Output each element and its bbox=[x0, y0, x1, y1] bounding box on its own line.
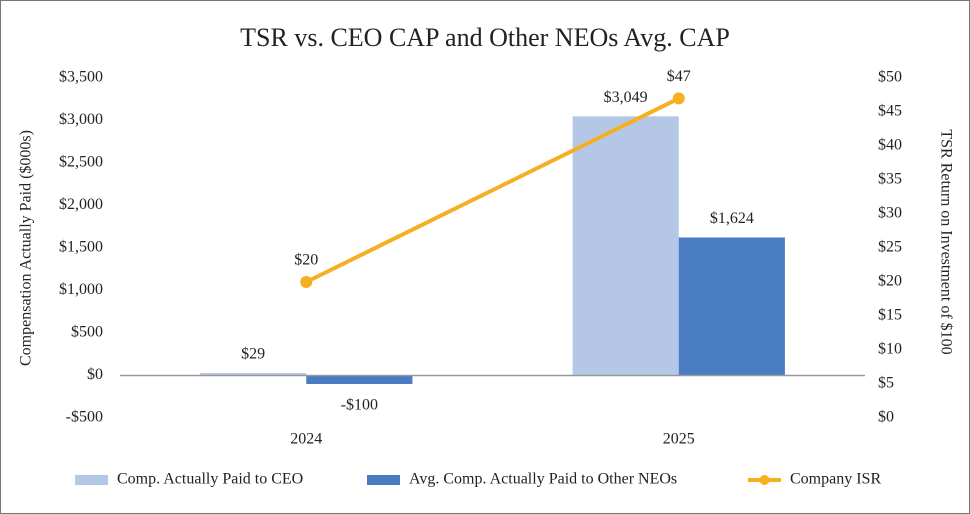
y2-tick-label: $50 bbox=[878, 69, 902, 86]
y-tick-label: $1,000 bbox=[59, 281, 103, 298]
line-point bbox=[300, 276, 313, 288]
legend-label: Comp. Actually Paid to CEO bbox=[117, 471, 303, 488]
x-tick-label: 2024 bbox=[290, 431, 322, 448]
chart-title: TSR vs. CEO CAP and Other NEOs Avg. CAP bbox=[240, 23, 730, 52]
y2-tick-label: $10 bbox=[878, 341, 902, 358]
y2-tick-label: $40 bbox=[878, 137, 902, 154]
bar-value-label: $3,049 bbox=[604, 89, 648, 106]
y-tick-label: $500 bbox=[71, 324, 103, 341]
bar bbox=[306, 375, 413, 384]
bar bbox=[678, 237, 785, 376]
y2-axis-title: TSR Return on Investment of $100 bbox=[937, 129, 954, 354]
line-value-label: $47 bbox=[667, 68, 691, 85]
line-value-label: $20 bbox=[294, 252, 318, 269]
legend-label: Avg. Comp. Actually Paid to Other NEOs bbox=[409, 471, 677, 488]
y-tick-label: -$500 bbox=[66, 409, 103, 426]
y-axis-title: Compensation Actually Paid ($000s) bbox=[18, 130, 35, 366]
line-point bbox=[672, 92, 685, 105]
x-tick-label: 2025 bbox=[663, 431, 695, 448]
legend-label: Company ISR bbox=[790, 471, 881, 488]
bar bbox=[572, 116, 679, 376]
y2-tick-label: $30 bbox=[878, 205, 902, 222]
y2-tick-label: $35 bbox=[878, 171, 902, 188]
legend-marker bbox=[759, 475, 770, 485]
y2-tick-label: $25 bbox=[878, 239, 902, 256]
y2-tick-label: $15 bbox=[878, 307, 902, 324]
y2-tick-label: $45 bbox=[878, 103, 902, 120]
y2-tick-label: $5 bbox=[878, 375, 894, 392]
bar bbox=[200, 373, 307, 376]
y-tick-label: $3,000 bbox=[59, 111, 103, 128]
legend-swatch bbox=[75, 475, 108, 485]
bar-value-label: -$100 bbox=[341, 397, 378, 414]
y-tick-label: $0 bbox=[87, 366, 103, 383]
y2-tick-label: $20 bbox=[878, 273, 902, 290]
line-series bbox=[305, 96, 680, 284]
y-tick-label: $2,000 bbox=[59, 196, 103, 213]
y-tick-label: $3,500 bbox=[59, 69, 103, 86]
bar-value-label: $29 bbox=[241, 346, 265, 363]
y-tick-label: $1,500 bbox=[59, 239, 103, 256]
y-tick-label: $2,500 bbox=[59, 154, 103, 171]
bar-value-label: $1,624 bbox=[710, 210, 754, 227]
y2-tick-label: $0 bbox=[878, 409, 894, 426]
legend-swatch bbox=[367, 475, 400, 485]
